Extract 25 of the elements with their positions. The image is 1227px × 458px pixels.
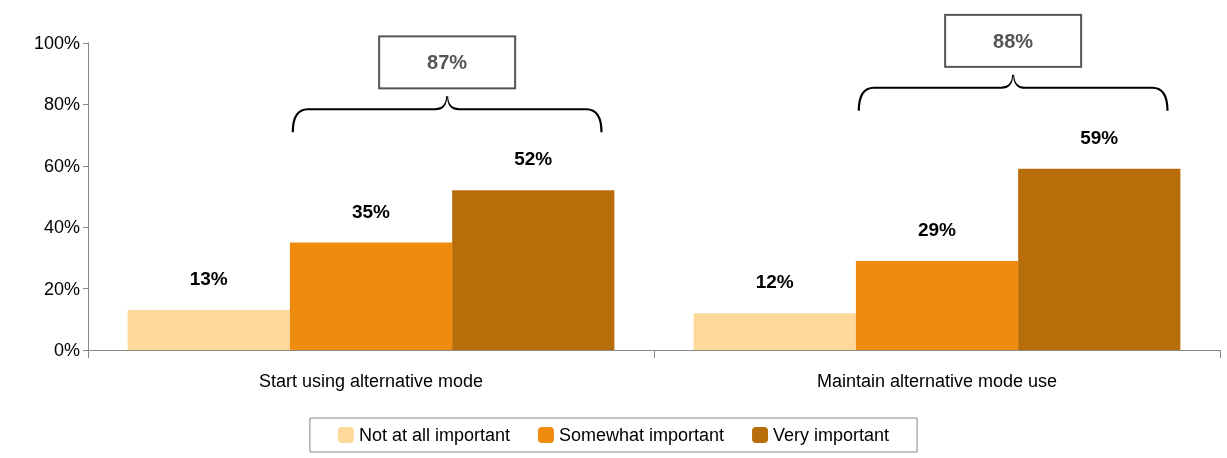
bar <box>693 313 856 350</box>
callout-text: 87% <box>427 51 468 74</box>
y-tick-label: 60% <box>43 155 80 176</box>
y-tick-label: 20% <box>43 278 80 299</box>
bar <box>855 260 1019 350</box>
data-label: 35% <box>351 200 391 222</box>
x-tick-label: Start using alternative mode <box>258 371 484 391</box>
callout-text: 88% <box>993 29 1034 52</box>
bar <box>289 242 453 350</box>
bar <box>452 190 615 350</box>
data-label: 12% <box>755 271 794 293</box>
y-tick-label: 0% <box>53 340 80 360</box>
legend-label: Somewhat important <box>558 425 725 445</box>
data-label: 59% <box>1080 126 1119 148</box>
bar <box>1018 168 1181 350</box>
data-label: 13% <box>189 268 228 290</box>
y-tick-label: 80% <box>43 94 80 115</box>
legend-label: Very important <box>773 425 890 445</box>
bar <box>127 310 290 350</box>
legend-label: Not at all important <box>358 425 510 445</box>
data-label: 52% <box>514 148 553 170</box>
x-tick-label: Maintain alternative mode use <box>816 371 1058 391</box>
y-tick-label: 100% <box>33 33 80 53</box>
y-tick-label: 40% <box>43 217 80 238</box>
data-label: 29% <box>917 218 957 240</box>
